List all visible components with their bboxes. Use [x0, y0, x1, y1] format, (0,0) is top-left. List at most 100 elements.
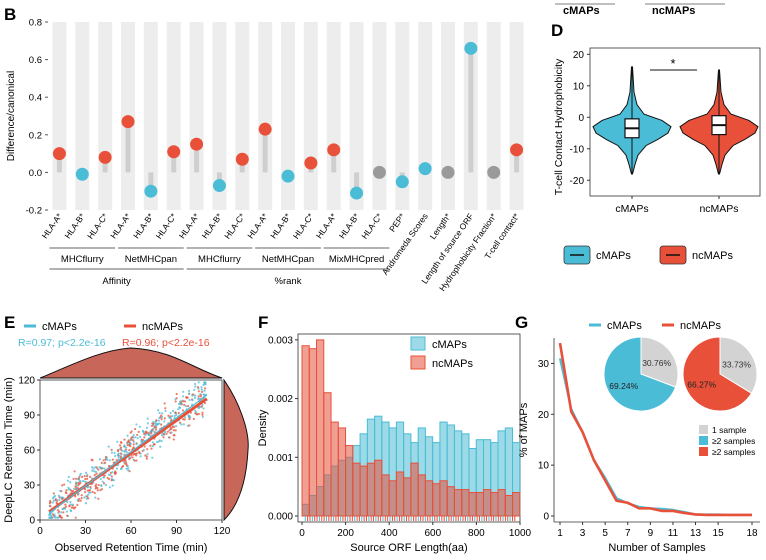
lollipop-point: [167, 145, 181, 159]
scatter-point: [122, 461, 126, 464]
histogram-bar-ncmaps: [381, 474, 390, 517]
scatter-point: [95, 472, 98, 475]
scatter-point: [141, 429, 145, 432]
scatter-point: [97, 483, 100, 487]
scatter-point: [144, 433, 147, 437]
scatter-point: [118, 444, 122, 447]
x-tick-label: 120: [214, 526, 231, 537]
lollipop-stick: [239, 159, 245, 173]
scatter-point: [178, 421, 182, 424]
scatter-point: [146, 453, 149, 456]
x-tick-label: 60: [125, 526, 137, 537]
scatter-point: [113, 451, 116, 455]
scatter-point: [114, 454, 117, 458]
scatter-point: [201, 411, 204, 414]
scatter-point: [111, 484, 114, 487]
scatter-point: [59, 496, 62, 499]
scatter-point: [169, 431, 172, 435]
scatter-point: [73, 470, 76, 473]
scatter-point: [108, 459, 112, 462]
y-tick-label: 0.0: [29, 168, 42, 179]
scatter-point: [173, 434, 176, 437]
scatter-point: [79, 472, 82, 475]
scatter-point: [151, 428, 154, 431]
tool-label: NetMHCpan: [262, 254, 314, 265]
x-tick-label: HLA-A*: [108, 211, 133, 241]
scatter-point: [112, 479, 115, 482]
scatter-point: [72, 489, 75, 493]
lollipop-point: [510, 143, 524, 157]
scatter-point: [175, 425, 178, 428]
scatter-point: [183, 400, 187, 403]
category-band: [441, 22, 455, 210]
x-tick-label: HLA-A*: [177, 211, 202, 241]
x-tick-label: 90: [171, 526, 183, 537]
scatter-point: [194, 385, 197, 388]
histogram-bar-ncmaps: [359, 465, 368, 517]
scatter-point: [83, 480, 87, 483]
y-tick-label: -0.2: [26, 206, 42, 217]
scatter-point: [77, 492, 80, 495]
panel-label-g: G: [515, 313, 528, 332]
scatter-point: [130, 430, 133, 433]
scatter-point: [200, 386, 203, 389]
scatter-point: [119, 440, 123, 444]
legend-label: ncMAPs: [692, 250, 733, 262]
scatter-point: [106, 476, 109, 480]
scatter-point: [114, 470, 117, 473]
scatter-point: [201, 403, 204, 406]
scatter-point: [140, 439, 143, 442]
scatter-point: [80, 494, 83, 497]
scatter-point: [154, 428, 158, 431]
scatter-point: [116, 440, 119, 443]
histogram-bar-ncmaps: [432, 483, 441, 517]
scatter-point: [100, 461, 103, 465]
scatter-point: [101, 480, 104, 483]
marginal-density-top: [39, 347, 223, 379]
category-band: [235, 22, 250, 210]
scatter-point: [67, 486, 70, 489]
lollipop-point: [304, 156, 318, 170]
legend-label: cMAPs: [596, 250, 631, 262]
scatter-point: [61, 497, 64, 500]
pie-legend-swatch: [699, 425, 708, 434]
scatter-point: [59, 489, 62, 492]
y-axis-title: Difference/canonical: [6, 71, 17, 161]
histogram-bar-ncmaps: [504, 494, 514, 517]
scatter-point: [125, 461, 128, 464]
scatter-point: [135, 442, 138, 446]
scatter-point: [93, 470, 96, 473]
category-band: [281, 22, 295, 210]
scatter-point: [137, 430, 140, 433]
scatter-point: [69, 481, 72, 484]
scatter-point: [92, 467, 95, 470]
x-tick-label: 18: [746, 528, 758, 539]
scatter-point: [110, 448, 113, 451]
scatter-point: [163, 431, 167, 434]
scatter-point: [145, 457, 148, 460]
scatter-point: [52, 492, 55, 495]
scatter-point: [64, 503, 67, 506]
scatter-point: [65, 510, 68, 513]
scatter-point: [169, 411, 172, 415]
scatter-point: [83, 496, 86, 499]
scatter-point: [111, 471, 114, 474]
scatter-point: [83, 474, 86, 478]
scatter-point: [202, 407, 205, 410]
scatter-point: [197, 381, 200, 384]
scatter-point: [68, 504, 71, 507]
lollipop-stick: [125, 121, 131, 173]
y-axis-title: DeepLC Retention Time (min): [3, 377, 15, 523]
scatter-point: [111, 458, 114, 461]
scatter-point: [172, 438, 175, 441]
scatter-point: [163, 420, 166, 423]
scatter-point: [200, 405, 203, 408]
fit-line-cmaps: [48, 394, 208, 514]
panel-b-lollipop-chart: -0.2 0.0 0.2 0.4 0.6 0.8 Difference/canonical H…: [6, 18, 524, 293]
lollipop-point: [190, 137, 204, 151]
scatter-point: [149, 430, 152, 433]
x-tick-label: HLA-A*: [40, 211, 65, 241]
scatter-point: [93, 473, 96, 477]
category-band: [75, 22, 90, 210]
